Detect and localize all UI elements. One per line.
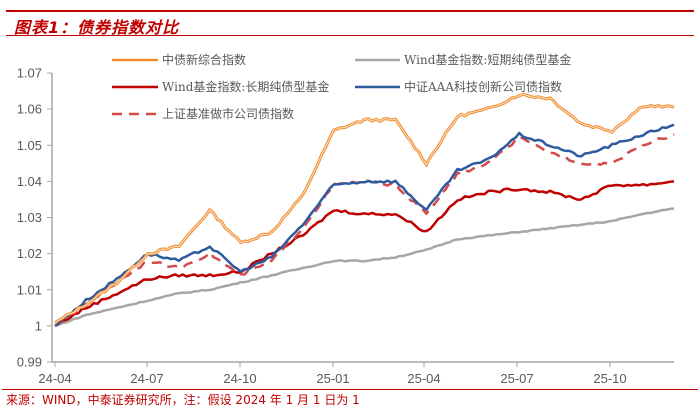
legend: 中债新综合指数 Wind基金指数:短期纯债型基金 Wind基金指数:长期纯债型基… <box>112 52 571 121</box>
y-tick-label: 1.05 <box>17 138 42 153</box>
plot-lines <box>54 92 675 328</box>
top-rule <box>6 10 694 12</box>
figure-title: 图表1：债券指数对比 <box>14 18 180 37</box>
y-tick-label: 1.07 <box>17 66 42 81</box>
x-tick-label: 25-04 <box>407 371 440 386</box>
x-tick-label: 25-10 <box>593 371 626 386</box>
x-tick-label: 25-01 <box>316 371 349 386</box>
legend-label: Wind基金指数:短期纯债型基金 <box>404 52 571 67</box>
legend-label: Wind基金指数:长期纯债型基金 <box>162 79 329 94</box>
x-tick-label: 25-07 <box>500 371 533 386</box>
y-tick-label: 1.06 <box>17 102 42 117</box>
y-tick-label: 1.04 <box>17 174 42 189</box>
source-note: 来源：WIND，中泰证券研究所，注：假设 2024 年 1 月 1 日为 1 <box>6 393 360 407</box>
legend-label: 上证基准做市公司债指数 <box>162 106 294 121</box>
x-tick-label: 24-04 <box>38 371 71 386</box>
x-tick-label: 24-10 <box>223 371 256 386</box>
series-line-3 <box>54 123 675 327</box>
series-line-2 <box>54 180 675 327</box>
y-tick-label: 1.02 <box>17 246 42 261</box>
legend-item-zhongzhai-composite: 中债新综合指数 <box>112 52 246 67</box>
bottom-rule <box>2 389 698 390</box>
legend-label: 中证AAA科技创新公司债指数 <box>404 79 562 94</box>
legend-item-sse-benchmark: 上证基准做市公司债指数 <box>112 106 294 121</box>
legend-item-csi-aaa-tech: 中证AAA科技创新公司债指数 <box>355 79 562 94</box>
y-tick-label: 0.99 <box>17 355 42 370</box>
legend-item-wind-long-term: Wind基金指数:长期纯债型基金 <box>112 79 329 94</box>
series-line-0 <box>54 92 675 325</box>
y-tick-label: 1 <box>35 318 42 333</box>
y-ticks: 1.07 1.06 1.05 1.04 1.03 1.02 1.01 1 0.99 <box>17 66 52 370</box>
x-ticks: 24-04 24-07 24-10 25-01 25-04 25-07 25-10 <box>38 362 627 386</box>
y-tick-label: 1.03 <box>17 210 42 225</box>
series-line-4 <box>54 133 675 328</box>
legend-label: 中债新综合指数 <box>162 52 246 67</box>
x-tick-label: 24-07 <box>130 371 163 386</box>
series-line-1 <box>54 207 675 328</box>
y-tick-label: 1.01 <box>17 282 42 297</box>
series-line-0-inner <box>54 93 675 324</box>
legend-item-wind-short-term: Wind基金指数:短期纯债型基金 <box>355 52 571 67</box>
title-rule <box>6 35 694 36</box>
